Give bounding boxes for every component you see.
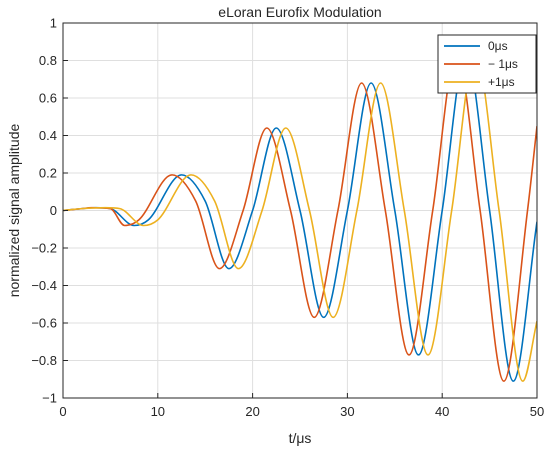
x-tick-label: 10: [151, 404, 165, 419]
y-tick-label: −0.4: [31, 278, 57, 293]
y-tick-label: 0.6: [39, 91, 57, 106]
x-tick-label: 30: [340, 404, 354, 419]
legend-label-2: +1μs: [488, 75, 515, 89]
y-tick-label: 1: [50, 16, 57, 31]
y-tick-label: 0.4: [39, 128, 57, 143]
x-tick-label: 50: [530, 404, 544, 419]
y-tick-label: 0.8: [39, 53, 57, 68]
chart-title: eLoran Eurofix Modulation: [218, 4, 381, 20]
y-axis-label: normalized signal amplitude: [6, 124, 22, 298]
legend-label-0: 0μs: [488, 39, 508, 53]
x-axis-label: t/μs: [289, 430, 312, 446]
x-tick-label: 40: [435, 404, 449, 419]
series-line-1: [63, 52, 537, 382]
y-tick-label: −0.2: [31, 241, 57, 256]
x-tick-label: 20: [245, 404, 259, 419]
x-tick-label: 0: [59, 404, 66, 419]
y-tick-label: −0.8: [31, 353, 57, 368]
y-tick-label: 0.2: [39, 166, 57, 181]
axis-ticks: 0 10 20 30 40 50 −1 −0.8 −0.6 −0.4 −0.2 0 0.2 0.4 0.6 0…: [31, 16, 544, 420]
y-tick-label: −0.6: [31, 316, 57, 331]
legend: 0μs − 1μs +1μs: [437, 34, 537, 94]
grid: [62, 22, 538, 399]
legend-label-1: − 1μs: [488, 57, 518, 71]
y-tick-label: 0: [50, 203, 57, 218]
y-tick-label: −1: [42, 391, 57, 406]
